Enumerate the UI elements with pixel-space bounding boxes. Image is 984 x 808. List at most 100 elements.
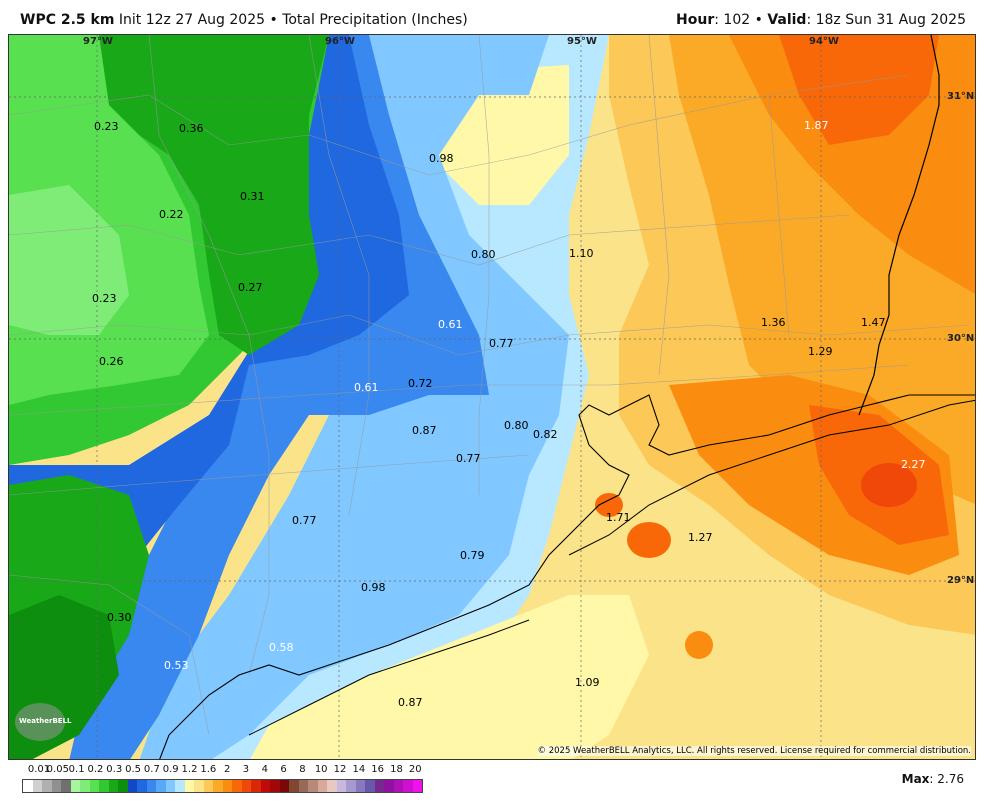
legend-tick: 0.2 [87, 764, 104, 775]
lon-97-label: 97°W [83, 36, 113, 47]
hour-value: : 102 [714, 12, 751, 28]
legend-swatch [80, 780, 90, 792]
field-cell-2 [595, 493, 623, 517]
value-label: 0.77 [489, 337, 514, 350]
value-label: 1.87 [804, 119, 829, 132]
header-bullet: • [269, 12, 278, 28]
legend-swatch [298, 780, 308, 792]
value-label: 0.79 [460, 549, 485, 562]
legend-tick: 18 [390, 764, 403, 775]
legend-swatch [241, 780, 251, 792]
precipitation-map: 97°W 96°W 95°W 94°W 31°N 30°N 29°N 0.23 … [8, 34, 976, 760]
legend-tick: 20 [408, 764, 422, 775]
header-left: WPC 2.5 km Init 12z 27 Aug 2025 • Total … [20, 12, 468, 28]
value-label: 0.80 [504, 419, 529, 432]
field-max-core [861, 463, 917, 507]
lat-lon-grid [9, 35, 975, 759]
legend-swatch [203, 780, 213, 792]
value-label: 0.36 [179, 122, 204, 135]
value-label: 0.23 [94, 120, 119, 133]
legend-swatch [365, 780, 375, 792]
legend-swatch [412, 780, 422, 792]
legend-swatch [165, 780, 175, 792]
value-label: 1.47 [861, 316, 886, 329]
legend-tick: 0.3 [106, 764, 123, 775]
legend-tick: 10 [314, 764, 328, 775]
field-cell-4 [685, 631, 713, 659]
value-label: 0.26 [99, 355, 124, 368]
barrier-island [568, 399, 975, 556]
legend-swatch [222, 780, 232, 792]
value-label: 0.58 [269, 641, 294, 654]
precip-field [9, 35, 975, 759]
copyright-notice: © 2025 WeatherBELL Analytics, LLC. All r… [537, 746, 971, 756]
lon-95-label: 95°W [567, 36, 597, 47]
legend-swatch [213, 780, 223, 792]
value-label: 0.77 [456, 452, 481, 465]
legend-tick: 12 [333, 764, 347, 775]
field-name: Total Precipitation (Inches) [282, 12, 468, 28]
value-label: 1.29 [808, 345, 833, 358]
value-label: 1.10 [569, 247, 594, 260]
lat-30-label: 30°N [947, 333, 975, 344]
legend-tick: 0.9 [162, 764, 179, 775]
value-label: 0.61 [438, 318, 463, 331]
legend-swatch [118, 780, 128, 792]
county-lines [9, 35, 970, 736]
legend-swatch [127, 780, 137, 792]
legend-swatch [346, 780, 356, 792]
barrier-island-south [248, 619, 530, 736]
value-label: 1.71 [606, 511, 631, 524]
model-name: WPC 2.5 km [20, 12, 115, 28]
value-label: 0.82 [533, 428, 558, 441]
map-header: WPC 2.5 km Init 12z 27 Aug 2025 • Total … [0, 0, 984, 34]
legend-swatch [42, 780, 52, 792]
max-value: Max: 2.76 [902, 772, 964, 786]
lon-94-label: 94°W [809, 36, 839, 47]
legend-swatch [184, 780, 194, 792]
legend-swatch [393, 780, 403, 792]
value-label: 0.80 [471, 248, 496, 261]
value-label: 0.87 [398, 696, 423, 709]
legend-swatch [308, 780, 318, 792]
field-green-pale [9, 185, 129, 335]
legend-swatch [70, 780, 80, 792]
max-label: Max [901, 772, 930, 786]
legend-tick: 1.6 [200, 764, 217, 775]
color-legend: 0.01 0.05 0.1 0.2 0.3 0.5 0.7 0.9 1.2 1.6 2 3 4 6 8 10 1… [22, 764, 702, 804]
legend-tick: 6 [280, 764, 287, 775]
hour-label: Hour [676, 12, 715, 28]
field-green-dark [79, 35, 329, 355]
legend-swatch [137, 780, 147, 792]
legend-swatch [355, 780, 365, 792]
legend-swatch [270, 780, 280, 792]
legend-swatch [260, 780, 270, 792]
legend-swatch [279, 780, 289, 792]
legend-swatch [23, 780, 33, 792]
legend-swatch [336, 780, 346, 792]
header-right: Hour: 102 • Valid: 18z Sun 31 Aug 2025 [676, 12, 966, 28]
legend-swatch [89, 780, 99, 792]
lon-96-label: 96°W [325, 36, 355, 47]
value-label: 0.72 [408, 377, 433, 390]
legend-swatch [108, 780, 118, 792]
legend-tick: 1.2 [181, 764, 198, 775]
legend-swatch [32, 780, 42, 792]
field-yellow-south [250, 595, 649, 759]
value-label: 0.23 [92, 292, 117, 305]
value-label: 0.31 [240, 190, 265, 203]
lat-29-label: 29°N [947, 575, 975, 586]
legend-swatch [156, 780, 166, 792]
legend-tick: 0.5 [125, 764, 142, 775]
value-label: 0.87 [412, 424, 437, 437]
legend-swatch [51, 780, 61, 792]
legend-tick: 14 [352, 764, 366, 775]
legend-swatch [317, 780, 327, 792]
field-red-orange-north [779, 35, 939, 145]
weatherbell-logo: WeatherBELL [15, 703, 72, 741]
value-label: 2.27 [901, 458, 926, 471]
legend-swatch [99, 780, 109, 792]
value-label: 0.30 [107, 611, 132, 624]
legend-swatch [327, 780, 337, 792]
legend-swatch [61, 780, 71, 792]
